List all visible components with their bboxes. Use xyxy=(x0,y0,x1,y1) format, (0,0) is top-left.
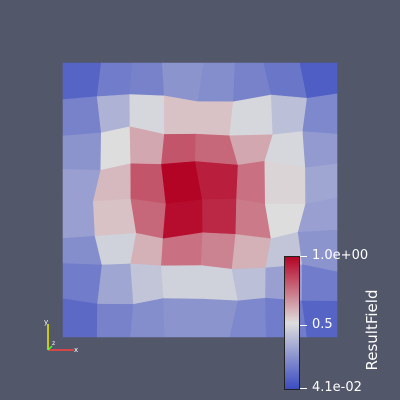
mesh-cell xyxy=(130,63,165,96)
mesh-cell xyxy=(63,63,101,100)
mesh-cell xyxy=(232,234,271,269)
axis-x-label: x xyxy=(74,346,78,354)
mesh-cell xyxy=(201,233,236,270)
colorbar-tick-label: 4.1e-02 xyxy=(312,381,362,394)
colorbar-tick xyxy=(300,325,307,326)
colorbar-tick-label: 0.5 xyxy=(312,318,333,331)
mesh-cell xyxy=(97,264,133,304)
mesh-cell xyxy=(265,161,306,204)
mesh-cell xyxy=(131,199,166,239)
colorbar-tick xyxy=(300,388,307,389)
mesh-cell xyxy=(305,164,337,204)
mesh-cell xyxy=(162,63,204,102)
mesh-cell xyxy=(196,102,233,136)
mesh-cell xyxy=(101,127,131,171)
mesh-cell xyxy=(161,266,203,300)
mesh-cell xyxy=(63,133,101,170)
mesh-cell xyxy=(271,95,307,135)
mesh-cell xyxy=(63,264,102,305)
axis-y-label: y xyxy=(44,318,48,326)
mesh-cell xyxy=(195,162,238,200)
mesh-cell xyxy=(63,97,101,136)
mesh-cell xyxy=(131,299,165,337)
mesh-cell xyxy=(131,233,163,266)
mesh-cell xyxy=(97,304,133,337)
mesh-cell xyxy=(164,96,197,135)
mesh-cell xyxy=(95,233,136,265)
orientation-axes-icon: y x z xyxy=(40,318,80,358)
mesh-cell xyxy=(198,63,235,102)
mesh-cell xyxy=(232,268,266,301)
colorbar-tick-label: 1.0e+00 xyxy=(312,249,368,262)
axis-z-label: z xyxy=(52,340,55,347)
mesh-cell xyxy=(230,95,273,136)
mesh-cell xyxy=(97,95,130,133)
colorbar-tick xyxy=(300,256,307,257)
mesh-cell xyxy=(131,164,166,204)
mesh-cell xyxy=(131,264,164,304)
mesh-cell xyxy=(161,134,195,164)
mesh-cell xyxy=(93,199,136,236)
mesh-cell xyxy=(163,200,203,239)
mesh-cell xyxy=(63,196,95,239)
mesh-cell xyxy=(303,94,337,134)
colorbar xyxy=(284,256,300,390)
mesh-cell xyxy=(237,161,266,204)
mesh-cell xyxy=(97,63,132,97)
mesh-cell xyxy=(303,131,337,167)
mesh-cell xyxy=(202,199,236,234)
colorbar-title: ResultField xyxy=(363,275,381,385)
